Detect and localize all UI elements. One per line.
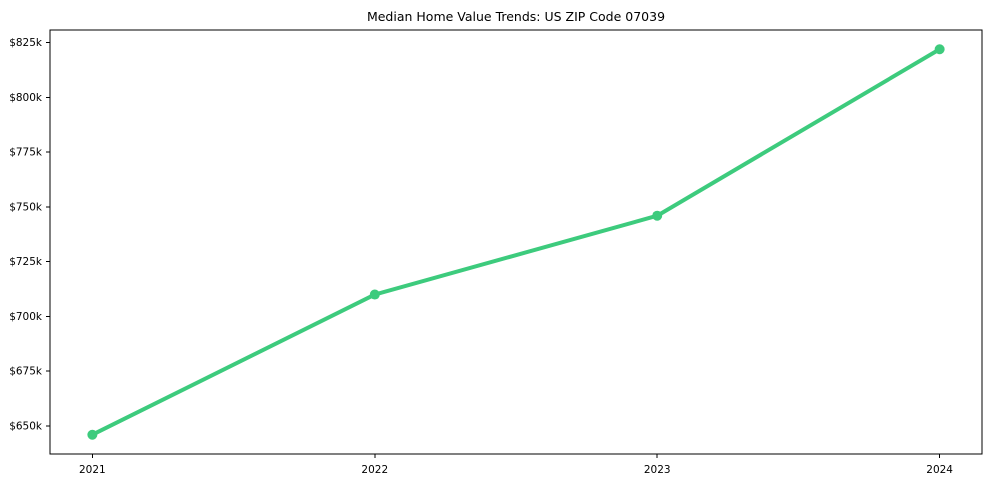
y-axis-tick-label: $675k [9, 366, 43, 378]
y-axis-tick-label: $725k [9, 256, 43, 268]
x-axis-tick-label: 2023 [644, 464, 671, 476]
data-point-2024 [934, 44, 945, 55]
trend-line [90, 47, 942, 437]
axes-spine-box [49, 29, 983, 455]
data-point-2022 [369, 289, 380, 300]
chart-title: Median Home Value Trends: US ZIP Code 07… [366, 9, 666, 24]
y-axis-tick-label: $800k [9, 92, 43, 104]
y-axis-tick-label: $700k [9, 311, 43, 323]
y-axis-tick-label: $750k [9, 201, 43, 213]
y-axis-tick-label: $775k [9, 147, 43, 159]
data-point-2021 [87, 429, 98, 440]
x-axis-tick-label: 2024 [926, 464, 953, 476]
data-point-2023 [652, 210, 663, 221]
x-axis-tick-label: 2021 [79, 464, 106, 476]
x-axis-tick-label: 2022 [361, 464, 388, 476]
y-axis-tick-label: $650k [9, 420, 43, 432]
y-axis-tick-label: $825k [9, 37, 43, 49]
